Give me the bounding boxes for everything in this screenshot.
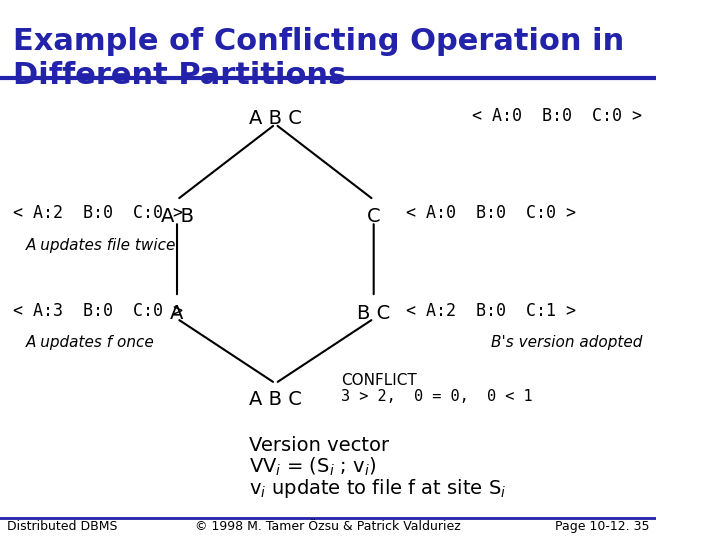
Text: A B C: A B C [249, 109, 302, 129]
Text: C: C [367, 206, 380, 226]
Text: Page 10-12. 35: Page 10-12. 35 [554, 520, 649, 533]
Text: < A:3  B:0  C:0 >: < A:3 B:0 C:0 > [13, 301, 183, 320]
Text: CONFLICT: CONFLICT [341, 373, 417, 388]
Text: < A:0  B:0  C:0 >: < A:0 B:0 C:0 > [407, 204, 577, 222]
Text: Example of Conflicting Operation in
Different Partitions: Example of Conflicting Operation in Diff… [13, 27, 624, 90]
Text: A updates file twice: A updates file twice [26, 238, 176, 253]
Text: VV$_i$ = (S$_i$ ; v$_i$): VV$_i$ = (S$_i$ ; v$_i$) [249, 456, 377, 478]
Text: B C: B C [357, 303, 390, 323]
Text: v$_i$ update to file f at site S$_i$: v$_i$ update to file f at site S$_i$ [249, 477, 507, 500]
Text: A B C: A B C [249, 390, 302, 409]
Text: © 1998 M. Tamer Özsu & Patrick Valduriez: © 1998 M. Tamer Özsu & Patrick Valduriez [195, 520, 461, 533]
Text: A B: A B [161, 206, 194, 226]
Text: Distributed DBMS: Distributed DBMS [6, 520, 117, 533]
Text: < A:0  B:0  C:0 >: < A:0 B:0 C:0 > [472, 107, 642, 125]
Text: Version vector: Version vector [249, 436, 390, 455]
Text: B's version adopted: B's version adopted [491, 335, 642, 350]
Text: A: A [171, 303, 184, 323]
Text: < A:2  B:0  C:1 >: < A:2 B:0 C:1 > [407, 301, 577, 320]
Text: 3 > 2,  0 = 0,  0 < 1: 3 > 2, 0 = 0, 0 < 1 [341, 389, 533, 404]
Text: A updates f once: A updates f once [26, 335, 155, 350]
Text: < A:2  B:0  C:0 >: < A:2 B:0 C:0 > [13, 204, 183, 222]
